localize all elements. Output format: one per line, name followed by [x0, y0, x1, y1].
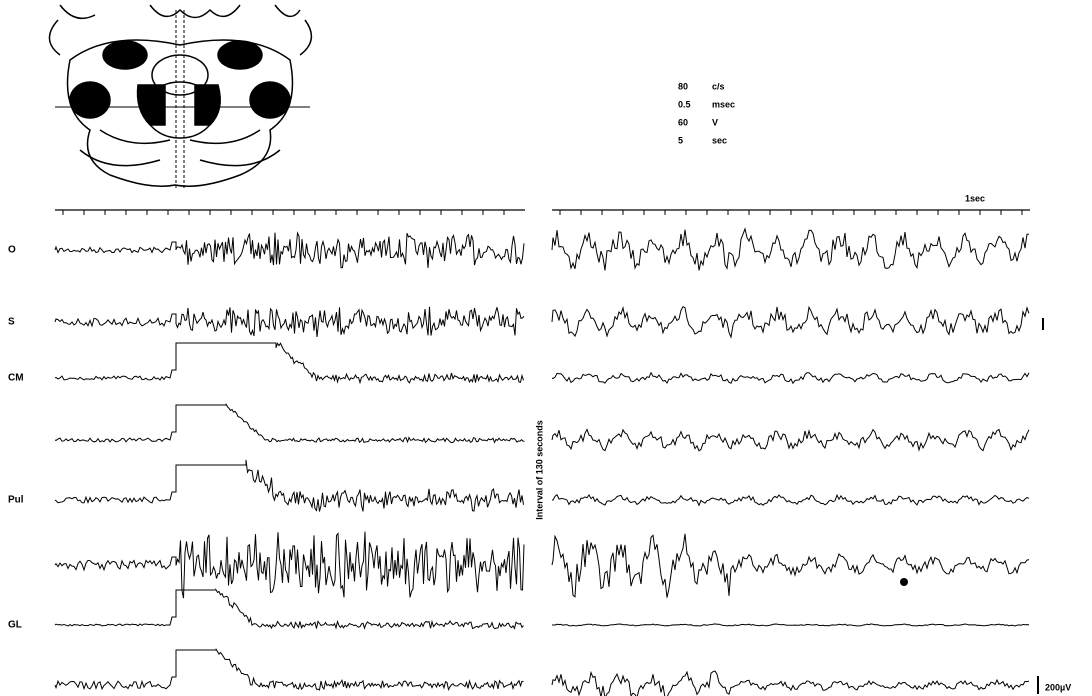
- eeg-trace-right: [552, 430, 1029, 451]
- eeg-trace-left: [55, 649, 524, 690]
- eeg-trace-left: [55, 343, 524, 383]
- time-scale-label: 1sec: [965, 193, 985, 203]
- stimulus-parameters: 80 c/s 0.5 msec 60 V 5 sec: [678, 81, 735, 145]
- eeg-trace-left: [55, 590, 524, 629]
- eeg-trace-right: [552, 671, 1029, 696]
- amplitude-scale-label: 200µV: [1045, 682, 1071, 692]
- eeg-trace-left: [55, 404, 525, 443]
- eeg-trace-right: [552, 624, 1029, 626]
- marker-dot: [900, 578, 908, 586]
- parameter-value: 60: [678, 117, 688, 127]
- eeg-trace-right: [552, 229, 1029, 271]
- interval-label: Interval of 130 seconds: [534, 420, 544, 520]
- parameter-unit: c/s: [712, 81, 725, 91]
- eeg-trace-right: [552, 495, 1029, 506]
- parameter-value: 0.5: [678, 99, 691, 109]
- eeg-trace-left: [55, 233, 524, 268]
- eeg-trace-right: [552, 307, 1029, 337]
- eeg-trace-left: [55, 307, 524, 337]
- brain-diagram: [49, 5, 311, 190]
- parameter-unit: sec: [712, 135, 727, 145]
- eeg-trace-left: [55, 460, 524, 512]
- channel-label: CM: [8, 373, 24, 384]
- parameter-unit: msec: [712, 99, 735, 109]
- channel-label: O: [8, 245, 16, 256]
- parameter-unit: V: [712, 117, 718, 127]
- parameter-value: 80: [678, 81, 688, 91]
- eeg-trace-right: [552, 373, 1029, 384]
- eeg-trace-right: [552, 534, 1029, 598]
- figure: 80 c/s 0.5 msec 60 V 5 sec 1sec Interval of 130…: [0, 0, 1092, 696]
- eeg-trace-left: [55, 532, 524, 598]
- channel-label: GL: [8, 620, 22, 631]
- parameter-value: 5: [678, 135, 683, 145]
- channel-label: S: [8, 317, 15, 328]
- channel-label: Pul: [8, 495, 24, 506]
